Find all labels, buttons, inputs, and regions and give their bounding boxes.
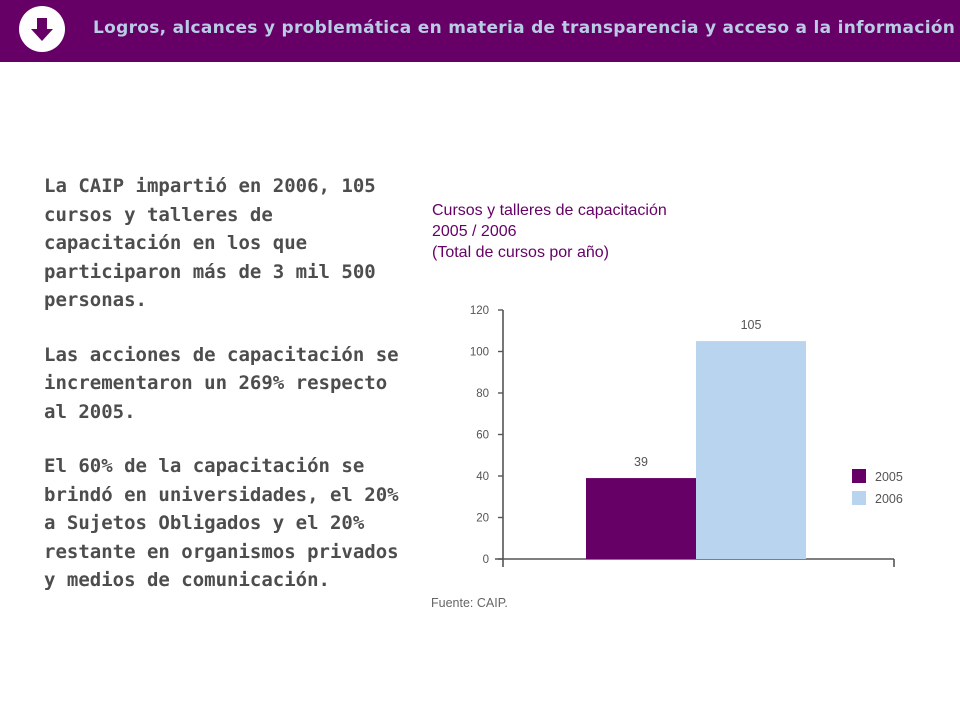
y-tick-label: 40 [476, 471, 489, 483]
y-tick-label: 100 [470, 347, 489, 359]
y-tick-label: 20 [476, 513, 489, 525]
paragraph-1: La CAIP impartió en 2006, 105 cursos y t… [44, 175, 376, 311]
chart-title-line-3: (Total de cursos por año) [432, 244, 609, 261]
y-tick-label: 120 [470, 305, 489, 317]
header-bar: Logros, alcances y problemática en mater… [0, 0, 960, 62]
bar-chart: 0 20 40 60 80 100 120 39 105 2005 2006 [470, 305, 903, 567]
legend-label-2006: 2006 [875, 492, 903, 506]
arrow-down-icon[interactable] [19, 6, 65, 52]
y-tick-label: 60 [476, 430, 489, 442]
bar-2005 [586, 478, 696, 559]
legend-swatch-2005 [852, 469, 866, 483]
chart-title: Cursos y talleres de capacitación 2005 /… [432, 200, 667, 263]
body-text: La CAIP impartió en 2006, 105 cursos y t… [44, 172, 404, 621]
bar-2006 [696, 341, 806, 559]
legend-swatch-2006 [852, 491, 866, 505]
page-title: Logros, alcances y problemática en mater… [93, 18, 956, 38]
data-label-2005: 39 [634, 455, 648, 469]
chart-title-line-1: Cursos y talleres de capacitación [432, 202, 667, 219]
legend-label-2005: 2005 [875, 470, 903, 484]
paragraph-2: Las acciones de capacitación se incremen… [44, 343, 399, 423]
chart-title-line-2: 2005 / 2006 [432, 223, 517, 240]
paragraph-3: El 60% de la capacitación se brindó en u… [44, 455, 399, 591]
chart-source: Fuente: CAIP. [431, 596, 508, 610]
y-tick-label: 80 [476, 388, 489, 400]
data-label-2006: 105 [741, 318, 762, 332]
y-tick-label: 0 [483, 554, 489, 566]
